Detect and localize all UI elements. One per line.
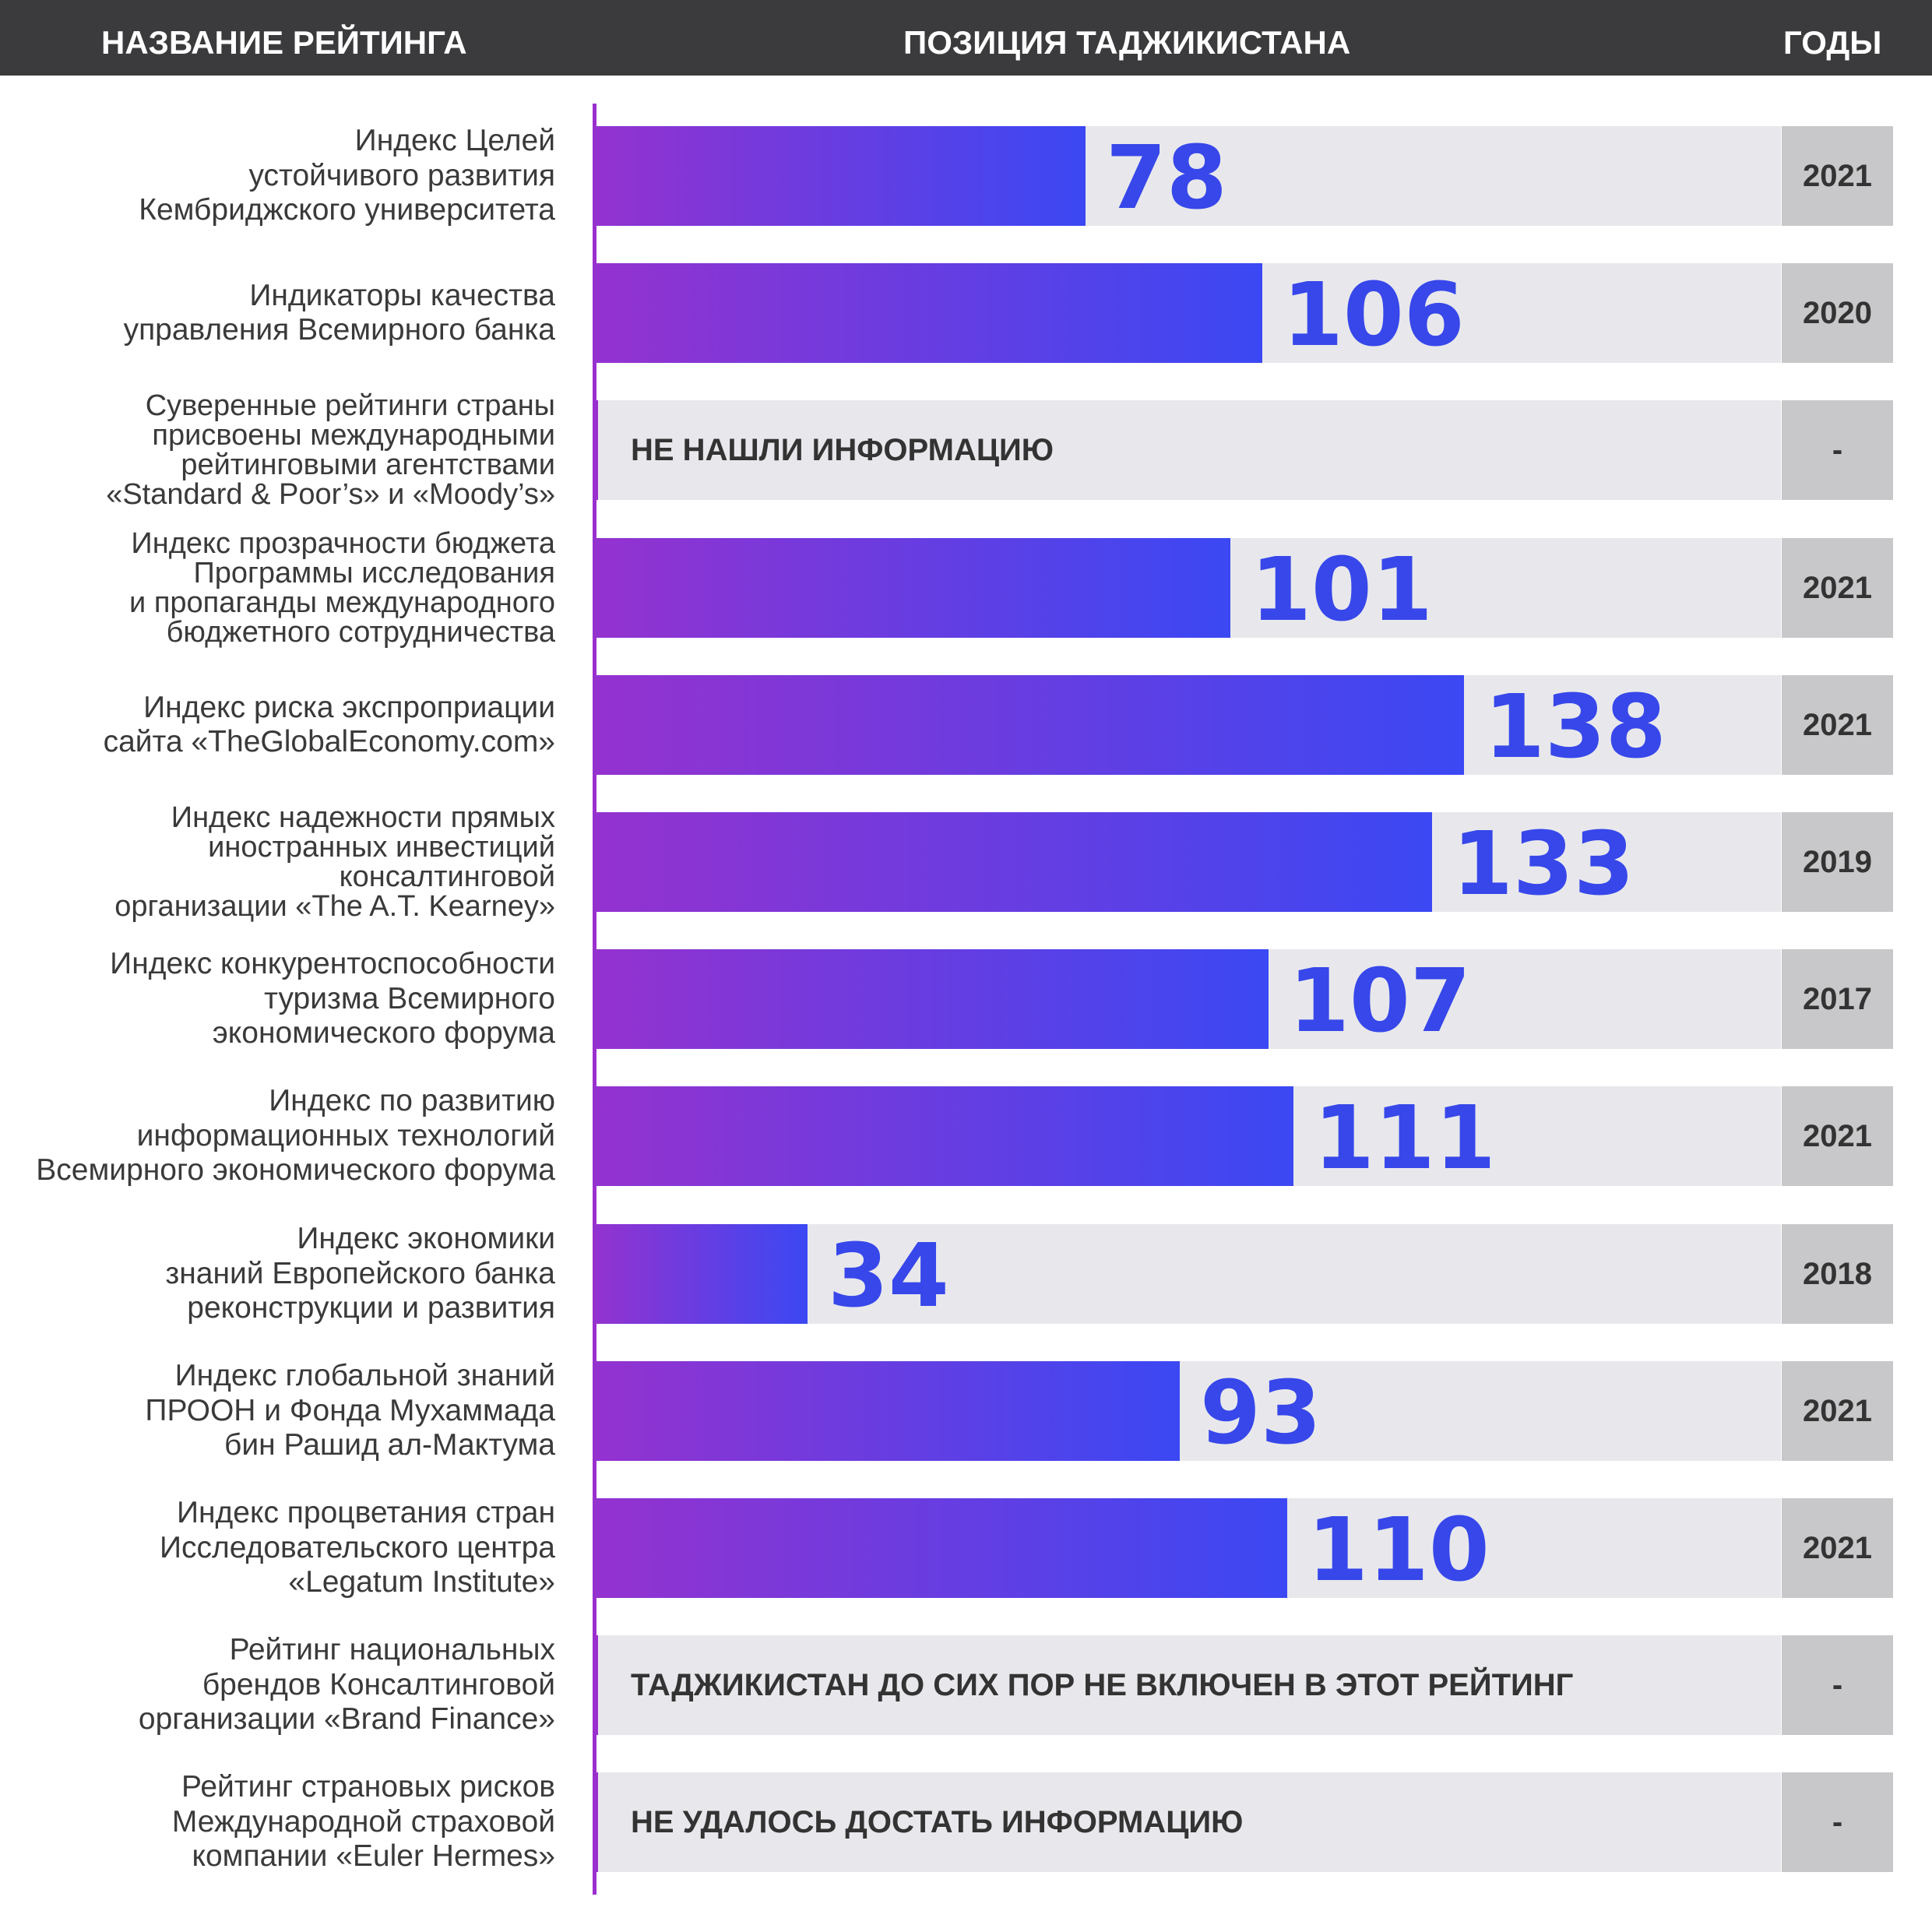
table-header: НАЗВАНИЕ РЕЙТИНГА ПОЗИЦИЯ ТАДЖИКИСТАНА Г… [0, 0, 1932, 76]
position-value-label: 111 [1314, 1088, 1496, 1189]
chart-row: Рейтинг национальных брендов Консалтинго… [0, 1633, 1932, 1737]
year-cell: 2021 [1782, 1498, 1893, 1598]
position-value-label: 34 [828, 1226, 949, 1327]
header-years: ГОДЫ [1783, 24, 1882, 61]
position-value-label: 110 [1307, 1500, 1490, 1601]
year-cell: - [1782, 1772, 1893, 1872]
bar-track [593, 400, 1781, 500]
chart-row: Индекс процветания стран Исследовательск… [0, 1496, 1932, 1601]
rating-name: Индекс процветания стран Исследовательск… [159, 1496, 555, 1599]
position-value-label: 93 [1200, 1363, 1321, 1464]
chart-row: Индекс конкурентоспособности туризма Все… [0, 947, 1932, 1052]
position-bar [593, 1086, 1293, 1186]
position-value-label: 101 [1251, 540, 1433, 641]
position-value-label: 133 [1452, 814, 1635, 915]
rating-name: Рейтинг страновых рисков Международной с… [171, 1770, 555, 1874]
position-bar [593, 949, 1269, 1049]
year-cell: 2021 [1782, 1086, 1893, 1186]
chart-row: Суверенные рейтинги страны присвоены меж… [0, 389, 1932, 511]
chart-row: Индикаторы качества управления Всемирног… [0, 263, 1932, 366]
year-cell: 2019 [1782, 812, 1893, 912]
rating-name: Индекс глобальной знаний ПРООН и Фонда М… [145, 1359, 555, 1462]
rating-name: Суверенные рейтинги страны присвоены меж… [106, 389, 555, 511]
position-value-label: 106 [1283, 265, 1465, 366]
bar-stub [593, 1635, 598, 1735]
year-cell: 2017 [1782, 949, 1893, 1049]
rating-name: Индекс Целей устойчивого развития Кембри… [139, 124, 555, 227]
bar-track [593, 1772, 1781, 1872]
position-bar [593, 538, 1230, 638]
position-bar [593, 675, 1464, 775]
year-cell: - [1782, 400, 1893, 500]
rating-name: Индекс прозрачности бюджета Программы ис… [129, 527, 555, 649]
position-bar [593, 263, 1262, 363]
rating-name: Индекс надежности прямых иностранных инв… [114, 801, 555, 923]
bar-track [593, 1635, 1781, 1735]
position-value-label: 107 [1289, 951, 1471, 1052]
year-cell: 2020 [1782, 263, 1893, 363]
position-bar [593, 1361, 1180, 1461]
rating-name: Индекс риска экспроприации сайта «TheGlo… [103, 690, 555, 758]
rating-name: Индекс экономики знаний Европейского бан… [165, 1222, 555, 1325]
year-cell: - [1782, 1635, 1893, 1735]
chart-row: Индекс Целей устойчивого развития Кембри… [0, 124, 1932, 229]
no-data-note: НЕ НАШЛИ ИНФОРМАЦИЮ [631, 433, 1054, 467]
year-cell: 2021 [1782, 126, 1893, 226]
chart-row: Рейтинг страновых рисков Международной с… [0, 1770, 1932, 1874]
year-cell: 2021 [1782, 1361, 1893, 1461]
chart-row: Индекс по развитию информационных технол… [0, 1084, 1932, 1189]
position-bar [593, 1224, 808, 1324]
chart-row: Индекс глобальной знаний ПРООН и Фонда М… [0, 1359, 1932, 1464]
rating-name: Рейтинг национальных брендов Консалтинго… [138, 1633, 555, 1737]
header-position: ПОЗИЦИЯ ТАДЖИКИСТАНА [903, 24, 1351, 61]
year-cell: 2021 [1782, 675, 1893, 775]
no-data-note: НЕ УДАЛОСЬ ДОСТАТЬ ИНФОРМАЦИЮ [631, 1805, 1244, 1839]
bar-stub [593, 1772, 598, 1872]
chart-row: Индекс надежности прямых иностранных инв… [0, 801, 1932, 923]
rating-name: Индекс по развитию информационных технол… [36, 1084, 555, 1188]
position-bar [593, 126, 1086, 226]
chart-row: Индекс риска экспроприации сайта «TheGlo… [0, 675, 1932, 778]
chart-row: Индекс прозрачности бюджета Программы ис… [0, 527, 1932, 649]
rating-name: Индикаторы качества управления Всемирног… [123, 278, 555, 347]
position-bar [593, 1498, 1287, 1598]
bar-stub [593, 400, 598, 500]
position-bar [593, 812, 1432, 912]
rating-name: Индекс конкурентоспособности туризма Все… [110, 947, 555, 1050]
year-cell: 2021 [1782, 538, 1893, 638]
chart-row: Индекс экономики знаний Европейского бан… [0, 1222, 1932, 1327]
position-value-label: 78 [1106, 128, 1227, 229]
position-value-label: 138 [1484, 677, 1666, 778]
no-data-note: ТАДЖИКИСТАН ДО СИХ ПОР НЕ ВКЛЮЧЕН В ЭТОТ… [631, 1668, 1574, 1702]
year-cell: 2018 [1782, 1224, 1893, 1324]
header-rating-name: НАЗВАНИЕ РЕЙТИНГА [101, 24, 467, 61]
